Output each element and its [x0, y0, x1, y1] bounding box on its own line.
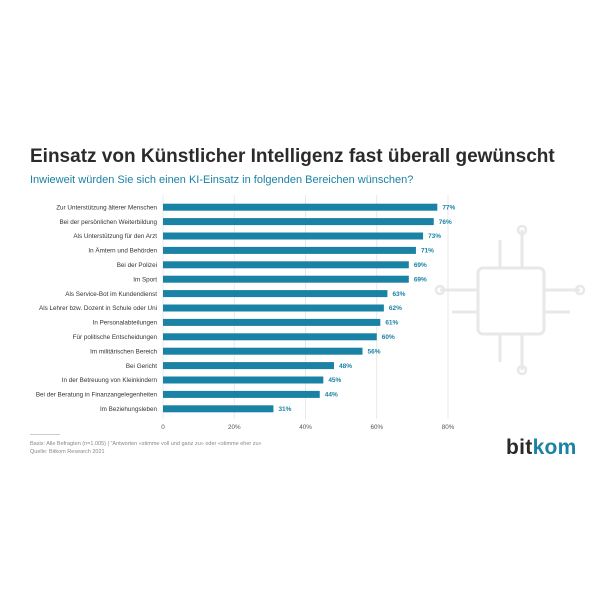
data-label: 63% [392, 291, 405, 298]
data-label: 45% [328, 377, 341, 384]
category-label: Bei Gericht [126, 363, 157, 370]
data-label: 77% [442, 204, 455, 211]
data-label: 69% [414, 262, 427, 269]
data-label: 56% [368, 348, 381, 355]
bar [163, 318, 381, 326]
category-label: Als Service-Bot im Kundendienst [65, 291, 157, 298]
bars [163, 203, 438, 413]
bitkom-logo: bitkom [506, 436, 577, 460]
data-label: 76% [439, 219, 452, 226]
chip-node [516, 364, 528, 376]
data-label: 48% [339, 363, 352, 370]
tick-label: 40% [299, 424, 312, 431]
chip-body [476, 266, 546, 336]
bar [163, 390, 320, 398]
tick-label: 20% [228, 424, 241, 431]
bar [163, 246, 416, 254]
bar [163, 232, 424, 240]
data-label: 31% [278, 406, 291, 413]
category-labels: Zur Unterstützung älterer Menschen Bei de… [36, 204, 158, 413]
category-label: In Ämtern und Behörden [88, 247, 157, 255]
notes-source: Quelle: Bitkom Research 2021 [30, 449, 105, 455]
bar [163, 275, 409, 283]
bar [163, 376, 324, 384]
x-axis-ticks: 0 20% 40% 60% 80% [161, 424, 454, 431]
notes-divider [30, 434, 60, 435]
category-label: In der Betreuung von Kleinkindern [62, 377, 158, 384]
chart-title: Einsatz von Künstlicher Intelligenz fast… [30, 146, 555, 167]
tick-label: 60% [370, 424, 383, 431]
logo-part-2: kom [532, 436, 577, 459]
category-label: Im Beziehungsleben [100, 406, 158, 413]
data-label: 60% [382, 334, 395, 341]
bar [163, 261, 409, 269]
bar [163, 362, 334, 370]
chip-node [434, 284, 446, 296]
source-notes: Basis: Alle Befragten (n=1.005) | "Antwo… [30, 440, 262, 456]
category-label: Bei der persönlichen Weiterbildung [59, 219, 157, 226]
bar [163, 333, 377, 341]
category-label: In Personalabteilungen [93, 320, 158, 327]
category-label: Als Unterstützung für den Arzt [73, 233, 157, 240]
logo-part-1: bit [506, 436, 533, 459]
bar [163, 290, 388, 298]
category-label: Bei der Polizei [117, 262, 157, 269]
data-label: 61% [385, 320, 398, 327]
category-label: Für politische Entscheidungen [73, 334, 158, 341]
tick-label: 0 [161, 424, 165, 431]
tick-label: 80% [442, 424, 455, 431]
value-labels: 77% 76% 73% 71% 69% 69% 63% 62% 61% 60%56% 48% 45% 4… [278, 204, 455, 413]
bar [163, 218, 434, 226]
category-label: Als Lehrer bzw. Dozent in Schule oder Un… [39, 305, 157, 312]
category-label: Im Sport [133, 276, 157, 283]
notes-basis: Basis: Alle Befragten (n=1.005) | "Antwo… [30, 441, 262, 447]
data-label: 62% [389, 305, 402, 312]
category-label: Im militärischen Bereich [90, 348, 157, 355]
ai-chip-icon [434, 224, 586, 376]
bar [163, 347, 363, 355]
bar [163, 203, 438, 211]
category-label: Bei der Beratung in Finanzangelegenheite… [36, 392, 158, 399]
data-label: 44% [325, 392, 338, 399]
data-label: 69% [414, 276, 427, 283]
bar [163, 304, 384, 312]
bar [163, 405, 274, 413]
category-label: Zur Unterstützung älterer Menschen [56, 204, 157, 211]
data-label: 71% [421, 248, 434, 255]
chip-node [574, 284, 586, 296]
chip-node [516, 224, 528, 236]
chart-subtitle: Inwieweit würden Sie sich einen KI-Einsa… [30, 174, 414, 186]
data-label: 73% [428, 233, 441, 240]
